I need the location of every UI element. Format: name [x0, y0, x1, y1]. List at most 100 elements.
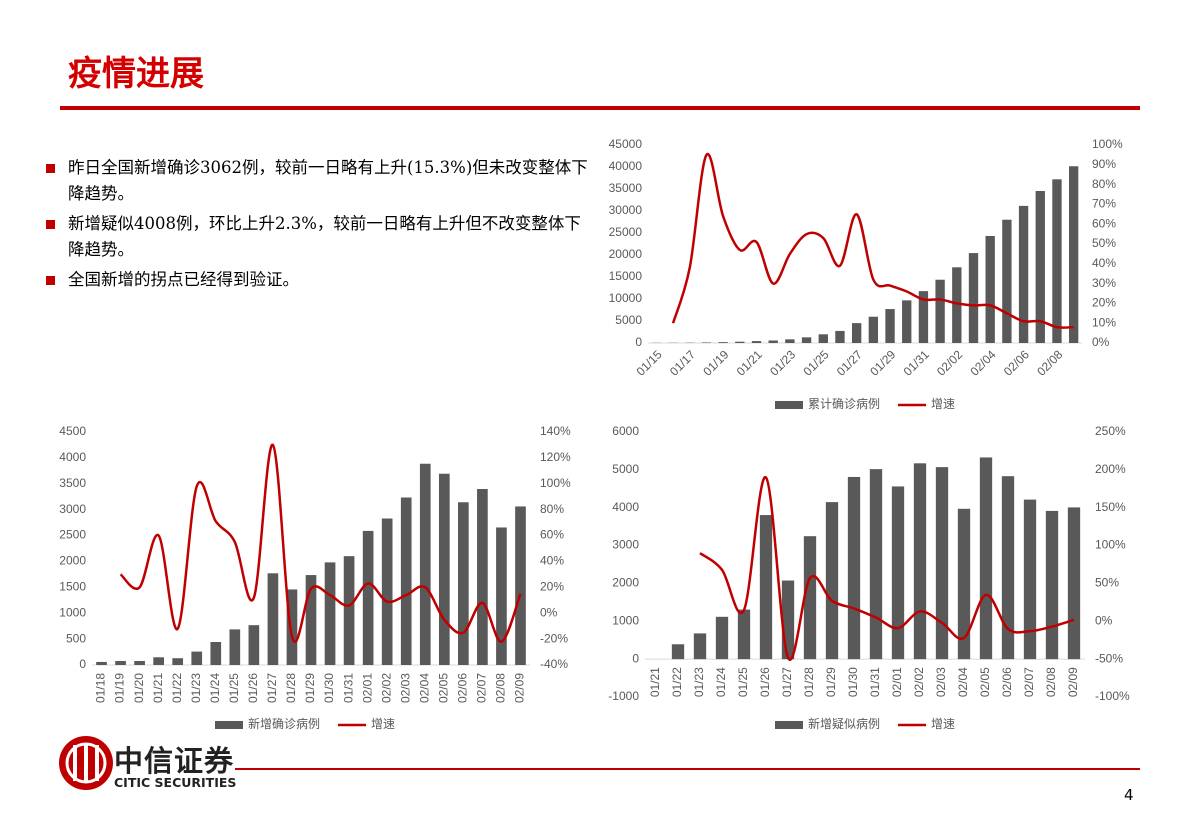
bar — [957, 508, 971, 660]
legend-label: 增速 — [371, 717, 395, 731]
bar — [952, 267, 962, 343]
x-tick-label: 01/27 — [265, 673, 279, 703]
bar — [210, 642, 222, 665]
y-tick-label: 3000 — [612, 538, 639, 552]
y2-tick-label: 50% — [1095, 576, 1119, 590]
bar — [1052, 179, 1062, 343]
bar — [419, 463, 431, 665]
x-tick-label: 02/04 — [417, 673, 431, 703]
y2-tick-label: 150% — [1095, 500, 1126, 514]
x-tick-label: 02/04 — [956, 667, 970, 697]
x-tick-label: 02/06 — [1001, 347, 1032, 378]
x-tick-label: 01/25 — [227, 673, 241, 703]
legend-swatch — [775, 721, 803, 729]
bullet: 昨日全国新增确诊3062例，较前一日略有上升(15.3%)但未改变整体下降趋势。 — [44, 155, 589, 207]
bar — [496, 527, 507, 665]
x-tick-label: 02/02 — [379, 673, 393, 703]
y2-tick-label: 20% — [1092, 296, 1116, 310]
x-tick-label: 01/24 — [208, 673, 222, 703]
bar — [935, 467, 949, 660]
bar — [737, 609, 751, 660]
x-tick-label: 02/09 — [513, 673, 527, 703]
y2-tick-label: -40% — [540, 657, 568, 671]
logo-english: CITIC SECURITIES — [114, 775, 237, 790]
y-tick-label: -1000 — [608, 689, 639, 703]
x-tick-label: 02/08 — [1044, 667, 1058, 697]
bar — [134, 661, 145, 665]
bar — [1045, 510, 1059, 660]
bar — [343, 556, 355, 665]
bar — [305, 575, 317, 665]
x-tick-label: 01/21 — [734, 347, 765, 378]
bar — [869, 469, 883, 660]
y-tick-label: 35000 — [609, 181, 643, 195]
x-tick-label: 01/29 — [867, 347, 898, 378]
line — [671, 152, 1074, 329]
y-tick-label: 500 — [66, 631, 86, 645]
line — [699, 476, 1075, 662]
x-tick-label: 01/20 — [132, 673, 146, 703]
bar — [324, 562, 336, 665]
bar — [671, 644, 685, 660]
bar — [248, 625, 260, 665]
bar — [96, 661, 107, 665]
bar — [191, 651, 203, 665]
legend-swatch — [215, 721, 243, 729]
logo-mark — [59, 736, 113, 790]
x-tick-label: 01/22 — [670, 667, 684, 697]
bar — [968, 253, 979, 343]
x-tick-label: 01/30 — [846, 667, 860, 697]
x-tick-label: 02/01 — [360, 673, 374, 703]
y2-tick-label: 0% — [540, 605, 558, 619]
bar — [1067, 507, 1081, 660]
bar — [267, 573, 279, 665]
x-tick-label: 02/06 — [1000, 667, 1014, 697]
bar — [1001, 476, 1015, 660]
x-tick-label: 02/08 — [494, 673, 508, 703]
y2-tick-label: 100% — [1095, 538, 1126, 552]
bar — [153, 657, 164, 665]
x-tick-label: 01/29 — [824, 667, 838, 697]
legend-label: 增速 — [931, 717, 955, 731]
y2-tick-label: 0% — [1092, 335, 1110, 349]
y-tick-label: 1000 — [59, 605, 86, 619]
y-tick-label: 0 — [632, 651, 639, 665]
y2-tick-label: 50% — [1092, 236, 1116, 250]
y-tick-label: 1000 — [612, 613, 639, 627]
x-tick-label: 02/02 — [934, 347, 965, 378]
x-tick-label: 02/06 — [456, 673, 470, 703]
y-tick-label: 20000 — [609, 247, 643, 261]
legend-label: 累计确诊病例 — [808, 396, 880, 411]
bar — [718, 342, 728, 343]
slide-title: 疫情进展 — [68, 54, 204, 94]
x-tick-label: 01/31 — [901, 347, 932, 378]
bar — [229, 629, 241, 665]
bullet: 新增疑似4008例，环比上升2.3%，较前一日略有上升但不改变整体下降趋势。 — [44, 211, 589, 263]
bar — [715, 616, 729, 660]
bar — [781, 580, 795, 660]
bar — [891, 486, 905, 660]
x-tick-label: 01/18 — [94, 673, 108, 703]
bar — [918, 291, 929, 343]
x-tick-label: 01/19 — [700, 347, 731, 378]
x-tick-label: 02/01 — [890, 667, 904, 697]
y-tick-label: 40000 — [609, 159, 643, 173]
bar — [286, 589, 298, 665]
y2-tick-label: 10% — [1092, 315, 1116, 329]
bar — [381, 518, 393, 665]
y2-tick-label: 20% — [540, 580, 564, 594]
y2-tick-label: 80% — [540, 502, 564, 516]
y2-tick-label: 60% — [1092, 216, 1116, 230]
title-rule — [60, 106, 1140, 110]
x-tick-label: 02/05 — [978, 667, 992, 697]
y2-tick-label: 90% — [1092, 157, 1116, 171]
x-tick-label: 02/05 — [436, 673, 450, 703]
bullet: 全国新增的拐点已经得到验证。 — [44, 267, 589, 293]
bar — [115, 661, 126, 665]
y-tick-label: 5000 — [615, 313, 642, 327]
y2-tick-label: 80% — [1092, 177, 1116, 191]
legend-swatch — [775, 401, 803, 409]
bar — [362, 530, 374, 665]
